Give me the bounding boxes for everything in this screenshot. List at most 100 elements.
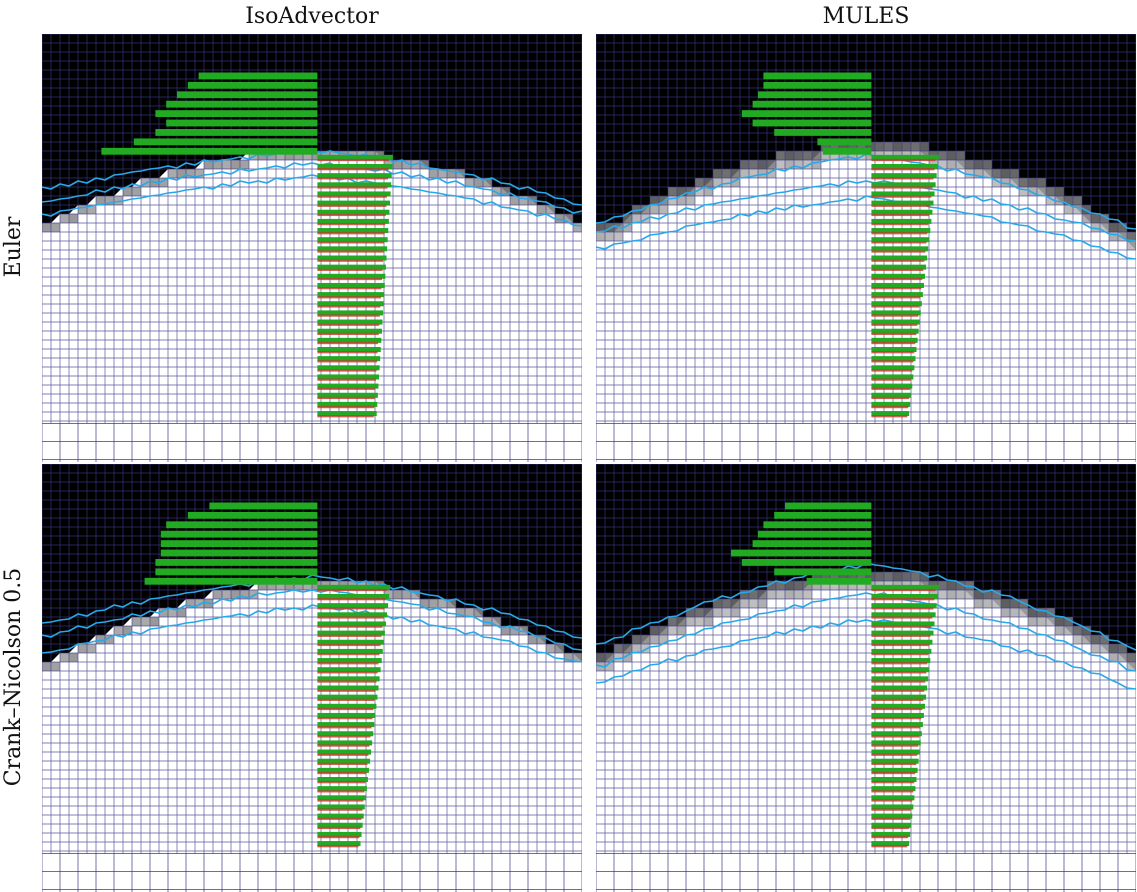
interface-cell	[168, 169, 177, 178]
interface-cell	[141, 178, 150, 187]
coarse-mesh	[42, 423, 582, 462]
velocity-vector	[317, 154, 393, 160]
interface-cell	[1001, 599, 1010, 608]
interface-cell	[803, 581, 812, 590]
interface-cell	[501, 187, 510, 196]
interface-cell	[848, 151, 857, 160]
interface-cell	[983, 169, 992, 178]
coarse-mesh	[596, 853, 1136, 892]
interface-cell	[105, 635, 114, 644]
interface-cell	[956, 151, 965, 160]
velocity-vector-red	[317, 744, 370, 747]
velocity-vector-top	[731, 549, 872, 557]
velocity-vector-red	[871, 296, 921, 299]
interface-cell	[965, 169, 974, 178]
velocity-vector-red	[871, 799, 913, 802]
interface-cell	[60, 653, 69, 662]
velocity-vector	[317, 648, 383, 654]
interface-cell	[1073, 205, 1082, 214]
interface-cell	[1028, 178, 1037, 187]
interface-cell	[1055, 617, 1064, 626]
velocity-vector-red	[871, 305, 920, 308]
interface-cell	[159, 608, 168, 617]
interface-cell	[555, 644, 564, 653]
velocity-vector	[871, 804, 914, 810]
interface-cell	[1046, 608, 1055, 617]
velocity-vector-red	[871, 625, 932, 628]
velocity-vector	[317, 658, 382, 664]
velocity-vector	[317, 383, 379, 389]
interface-cell	[519, 626, 528, 635]
velocity-vector-top	[806, 577, 872, 585]
velocity-vector-red	[871, 360, 914, 363]
interface-cell	[1046, 196, 1055, 205]
interface-cell	[704, 178, 713, 187]
velocity-vector-red	[871, 671, 927, 674]
velocity-vector-red	[317, 726, 372, 729]
velocity-vector-red	[317, 616, 384, 619]
velocity-vector	[317, 776, 368, 783]
velocity-vector	[871, 795, 915, 801]
interface-cell	[1064, 626, 1073, 635]
interface-cell	[1028, 608, 1037, 617]
interface-cell	[938, 581, 947, 590]
interface-cell	[420, 160, 429, 169]
interface-cell	[1010, 599, 1019, 608]
velocity-vector	[317, 356, 381, 362]
interface-cell	[812, 572, 821, 581]
velocity-vector-red	[871, 250, 926, 253]
interface-cell	[632, 214, 641, 223]
interface-cell	[159, 178, 168, 187]
velocity-vector-top	[741, 559, 872, 566]
velocity-vector-red	[871, 588, 936, 592]
interface-cell	[956, 160, 965, 169]
velocity-vector-red	[871, 689, 925, 692]
velocity-vector-red	[317, 781, 366, 784]
velocity-vector	[871, 749, 920, 755]
velocity-vector-red	[871, 222, 929, 226]
velocity-vector	[317, 758, 371, 764]
velocity-vector	[317, 200, 391, 206]
contour-line	[42, 174, 582, 227]
velocity-vector-red	[871, 790, 914, 793]
interface-cell	[168, 608, 177, 617]
interface-cell	[258, 581, 267, 590]
interface-cell	[767, 169, 776, 178]
velocity-vector-top	[144, 577, 318, 585]
interface-cell	[114, 626, 123, 635]
interface-cell	[785, 590, 794, 599]
velocity-vector	[871, 191, 935, 197]
velocity-vector-red	[871, 204, 931, 207]
interface-cell	[132, 187, 141, 196]
interface-cell	[605, 223, 614, 232]
contour-line	[596, 619, 1136, 690]
interface-cell	[312, 151, 321, 160]
interface-cell	[605, 232, 614, 241]
interface-cell	[911, 142, 920, 151]
velocity-vector-red	[317, 607, 385, 610]
velocity-vector-red	[317, 351, 378, 354]
interface-cell	[731, 608, 740, 617]
interface-cell	[1037, 608, 1046, 617]
row-title-crank-nicolson: Crank–Nicolson 0.5	[1, 567, 26, 787]
interface-cell	[69, 653, 78, 662]
interface-cell	[294, 581, 303, 590]
interface-cell	[632, 205, 641, 214]
interface-cell	[1028, 617, 1037, 626]
interface-cell	[1118, 653, 1127, 662]
interface-cell	[537, 635, 546, 644]
velocity-vector	[317, 740, 373, 746]
interface-cell	[983, 160, 992, 169]
velocity-vector-red	[317, 790, 365, 793]
velocity-vector	[317, 228, 389, 234]
mesh	[596, 464, 1136, 892]
interface-cell	[794, 160, 803, 169]
interface-cell	[429, 169, 438, 178]
interface-cell	[537, 205, 546, 214]
interface-cell	[393, 590, 402, 599]
velocity-vector	[317, 328, 382, 334]
interface-cell	[686, 187, 695, 196]
velocity-vector-red	[871, 616, 933, 619]
interface-cell	[974, 599, 983, 608]
velocity-vector-red	[317, 826, 361, 830]
